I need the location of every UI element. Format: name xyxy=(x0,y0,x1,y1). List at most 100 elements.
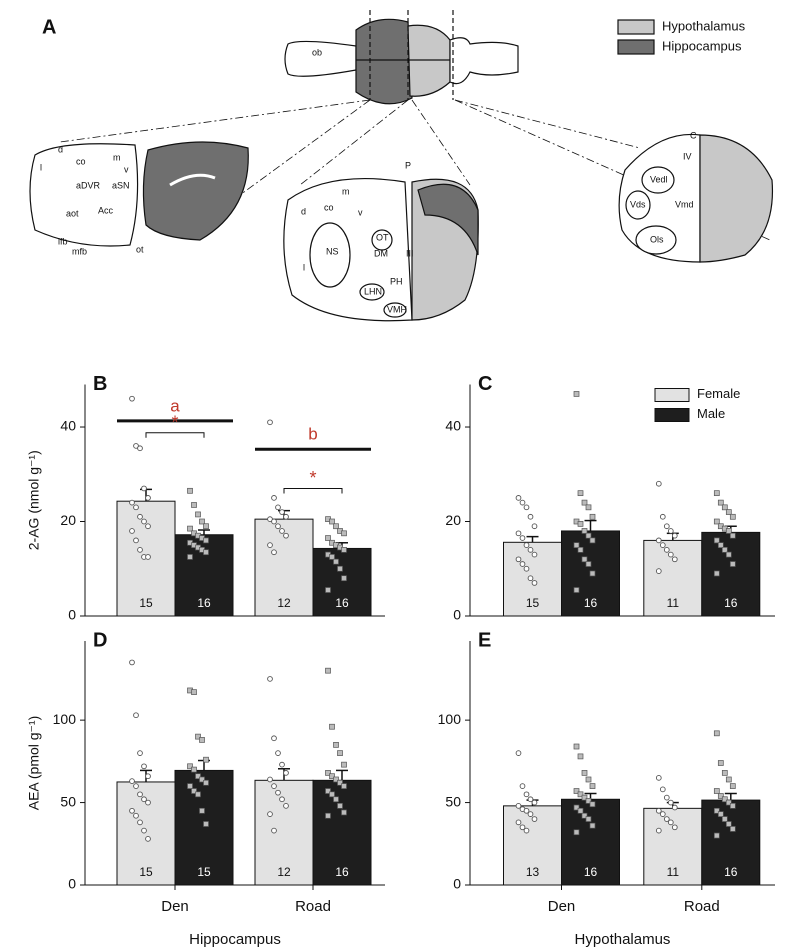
data-point xyxy=(341,761,347,768)
data-point xyxy=(585,532,592,539)
legend-label: Female xyxy=(697,386,740,401)
data-point xyxy=(519,824,526,831)
data-point xyxy=(659,513,666,520)
data-point xyxy=(133,504,139,511)
data-point xyxy=(663,816,670,822)
data-point xyxy=(725,509,732,515)
region-label: PH xyxy=(390,276,403,286)
data-point xyxy=(519,561,526,567)
data-point xyxy=(195,773,201,780)
data-point xyxy=(573,743,580,750)
data-point xyxy=(137,750,143,756)
data-point xyxy=(329,791,335,798)
data-point xyxy=(581,812,588,819)
y-tick-label: 40 xyxy=(60,418,76,434)
y-tick-label: 0 xyxy=(68,876,76,892)
data-point xyxy=(713,570,720,577)
data-point xyxy=(129,778,135,784)
data-point xyxy=(191,502,197,508)
data-point xyxy=(717,542,724,548)
data-point xyxy=(267,542,273,548)
data-point xyxy=(187,487,193,494)
data-point xyxy=(187,554,193,560)
region-label: mfb xyxy=(72,246,87,256)
region-label: d xyxy=(58,144,63,154)
data-point xyxy=(531,799,538,806)
data-point xyxy=(141,485,147,492)
data-point xyxy=(663,794,670,801)
data-point xyxy=(589,537,596,544)
bar xyxy=(701,799,761,886)
data-point xyxy=(341,783,347,789)
data-point xyxy=(195,791,201,798)
data-point xyxy=(671,532,678,539)
data-point xyxy=(523,791,530,798)
data-point xyxy=(573,804,580,811)
middle-section-hippocampus xyxy=(417,183,479,256)
data-point xyxy=(325,587,331,593)
data-point xyxy=(589,822,596,829)
y-tick-label: 20 xyxy=(445,512,461,528)
data-point xyxy=(203,549,209,556)
data-point xyxy=(191,788,197,794)
data-point xyxy=(267,776,273,783)
data-point xyxy=(129,528,135,534)
data-point xyxy=(729,561,736,567)
data-point xyxy=(337,803,343,809)
data-point xyxy=(519,535,526,541)
nucleus-sphericus xyxy=(309,222,351,288)
data-point xyxy=(341,575,347,582)
guide-line xyxy=(411,99,471,186)
data-point xyxy=(717,760,724,766)
data-point xyxy=(275,523,281,530)
data-point xyxy=(527,575,534,582)
lhn xyxy=(359,283,385,301)
data-point xyxy=(271,735,277,742)
data-point xyxy=(519,499,526,506)
x-tick-label: Den xyxy=(161,898,189,915)
brain-diagram xyxy=(29,10,774,322)
data-point xyxy=(589,513,596,520)
data-point xyxy=(573,391,580,397)
data-point xyxy=(325,788,331,794)
data-point xyxy=(721,770,728,776)
data-point xyxy=(585,504,592,511)
hypothalamus-region xyxy=(407,24,451,97)
data-point xyxy=(655,568,662,574)
data-point xyxy=(655,827,662,834)
data-point xyxy=(725,821,732,827)
data-point xyxy=(573,587,580,593)
data-point xyxy=(199,807,205,814)
data-point xyxy=(663,523,670,530)
data-point xyxy=(581,794,588,801)
data-point xyxy=(325,770,331,776)
data-point xyxy=(523,565,530,572)
data-point xyxy=(137,819,143,826)
data-point xyxy=(271,495,277,501)
vds xyxy=(625,190,651,220)
data-point xyxy=(585,816,592,822)
data-point xyxy=(141,763,147,770)
region-label: co xyxy=(324,202,334,212)
region-label: C xyxy=(690,130,697,140)
data-point xyxy=(515,819,522,826)
n-label: 15 xyxy=(139,596,153,610)
data-point xyxy=(713,730,720,737)
x-tick-label: Road xyxy=(684,898,720,915)
data-point xyxy=(659,811,666,817)
data-point xyxy=(271,549,277,556)
data-point xyxy=(585,798,592,804)
data-point xyxy=(203,523,209,530)
region-label: III xyxy=(406,248,414,258)
panel-label: B xyxy=(93,373,107,395)
data-point xyxy=(527,796,534,803)
significance-bracket xyxy=(145,432,205,438)
data-point xyxy=(713,518,720,525)
data-point xyxy=(667,819,674,826)
data-point xyxy=(577,521,584,527)
data-point xyxy=(187,525,193,532)
data-point xyxy=(523,542,530,548)
data-point xyxy=(141,827,147,834)
data-point xyxy=(145,495,151,501)
data-point xyxy=(515,530,522,537)
